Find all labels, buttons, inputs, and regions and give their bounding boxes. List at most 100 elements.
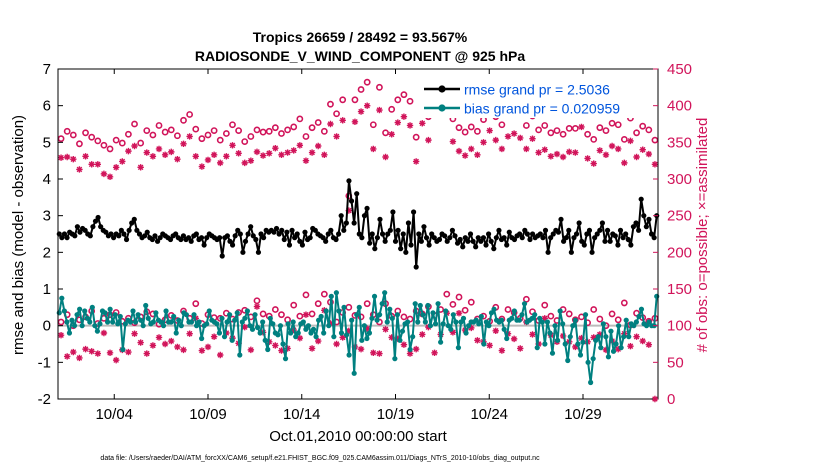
rmse-point xyxy=(289,227,295,233)
obs-possible-point xyxy=(376,83,383,91)
bias-point xyxy=(115,321,121,327)
chart-subtitle: RADIOSONDE_V_WIND_COMPONENT @ 925 hPa xyxy=(195,48,525,64)
bias-point xyxy=(613,341,619,347)
bias-point xyxy=(305,323,312,329)
rmse-point xyxy=(299,242,305,248)
rmse-point xyxy=(651,235,657,241)
y2-tick-label: 400 xyxy=(667,98,692,115)
bias-point xyxy=(252,312,258,318)
obs-assimilated-point xyxy=(247,157,255,164)
rmse-point xyxy=(478,238,484,244)
obs-possible-point xyxy=(63,127,71,135)
bias-point xyxy=(539,319,545,325)
bias-point xyxy=(336,308,342,314)
y2-tick-label: 300 xyxy=(667,171,692,188)
bias-point xyxy=(110,319,116,325)
rmse-point xyxy=(180,233,187,239)
obs-assimilated-point xyxy=(131,330,138,337)
obs-assimilated-point xyxy=(266,150,273,157)
bias-point xyxy=(389,315,395,321)
obs-assimilated-point xyxy=(627,137,634,145)
obs-possible-point xyxy=(620,135,628,143)
rmse-point xyxy=(504,242,510,248)
obs-possible-point xyxy=(296,312,304,320)
obs-assimilated-point xyxy=(82,345,89,353)
bias-point xyxy=(382,290,388,296)
obs-assimilated-point xyxy=(406,122,414,129)
bias-point xyxy=(232,317,238,323)
bias-point xyxy=(244,308,251,314)
bias-point xyxy=(300,319,306,325)
obs-assimilated-point xyxy=(302,157,310,164)
rmse-point xyxy=(646,216,652,222)
rmse-point xyxy=(542,227,549,233)
obs-assimilated-point xyxy=(388,334,395,341)
bias-point xyxy=(326,323,332,329)
rmse-point xyxy=(517,231,523,237)
bias-point xyxy=(359,337,365,343)
obs-possible-point xyxy=(296,115,304,123)
rmse-point xyxy=(341,227,347,233)
obs-possible-point xyxy=(204,131,212,139)
obs-assimilated-point xyxy=(327,120,334,128)
bias-point xyxy=(323,308,329,314)
obs-assimilated-point xyxy=(351,118,359,125)
bias-point xyxy=(127,319,134,325)
obs-assimilated-point xyxy=(621,159,628,167)
obs-assimilated-point xyxy=(272,342,279,349)
obs-assimilated-point xyxy=(510,335,518,343)
obs-possible-point xyxy=(327,100,334,108)
bias-point xyxy=(572,317,578,323)
rmse-point xyxy=(284,229,290,235)
rmse-point xyxy=(599,220,606,226)
rmse-point xyxy=(351,220,357,226)
bias-point xyxy=(79,323,85,329)
obs-possible-point xyxy=(314,119,322,126)
bias-point xyxy=(74,312,80,318)
rmse-point xyxy=(77,229,83,235)
rmse-point xyxy=(111,235,117,241)
obs-possible-point xyxy=(290,123,298,131)
obs-possible-point xyxy=(412,133,420,141)
rmse-point xyxy=(436,236,443,243)
rmse-point xyxy=(462,235,468,241)
obs-possible-point xyxy=(467,123,475,131)
rmse-point xyxy=(568,249,574,255)
bias-point xyxy=(460,315,467,321)
bias-point xyxy=(465,323,472,329)
bias-point xyxy=(168,319,174,325)
rmse-point xyxy=(286,242,293,248)
rmse-point xyxy=(245,231,251,237)
obs-assimilated-point xyxy=(547,153,555,160)
bias-point xyxy=(354,312,360,318)
bias-point xyxy=(265,346,271,353)
rmse-point xyxy=(586,227,593,233)
x-axis-label: Oct.01,2010 00:00:00 start xyxy=(269,428,447,445)
bias-point xyxy=(308,330,314,336)
obs-possible-point xyxy=(259,128,267,136)
obs-assimilated-point xyxy=(449,329,457,336)
bias-point xyxy=(112,312,118,318)
rmse-point xyxy=(273,225,280,232)
bias-point xyxy=(224,319,230,325)
rmse-point xyxy=(460,244,466,250)
rmse-point xyxy=(447,235,453,241)
rmse-point xyxy=(59,235,65,241)
rmse-point xyxy=(398,246,404,252)
bias-point xyxy=(407,346,413,353)
bias-point xyxy=(318,313,324,320)
obs-assimilated-point xyxy=(357,345,365,353)
obs-possible-point xyxy=(290,301,298,309)
bias-point xyxy=(631,323,637,329)
bias-point xyxy=(143,302,149,309)
obs-assimilated-point xyxy=(204,343,212,351)
obs-possible-point xyxy=(541,122,549,129)
bias-point xyxy=(321,330,327,336)
obs-possible-point xyxy=(320,127,328,135)
rmse-point xyxy=(95,214,101,221)
obs-possible-point xyxy=(614,316,622,324)
bias-point xyxy=(171,313,177,320)
obs-possible-point xyxy=(559,130,567,138)
bias-point xyxy=(260,319,266,325)
rmse-point xyxy=(615,242,621,248)
